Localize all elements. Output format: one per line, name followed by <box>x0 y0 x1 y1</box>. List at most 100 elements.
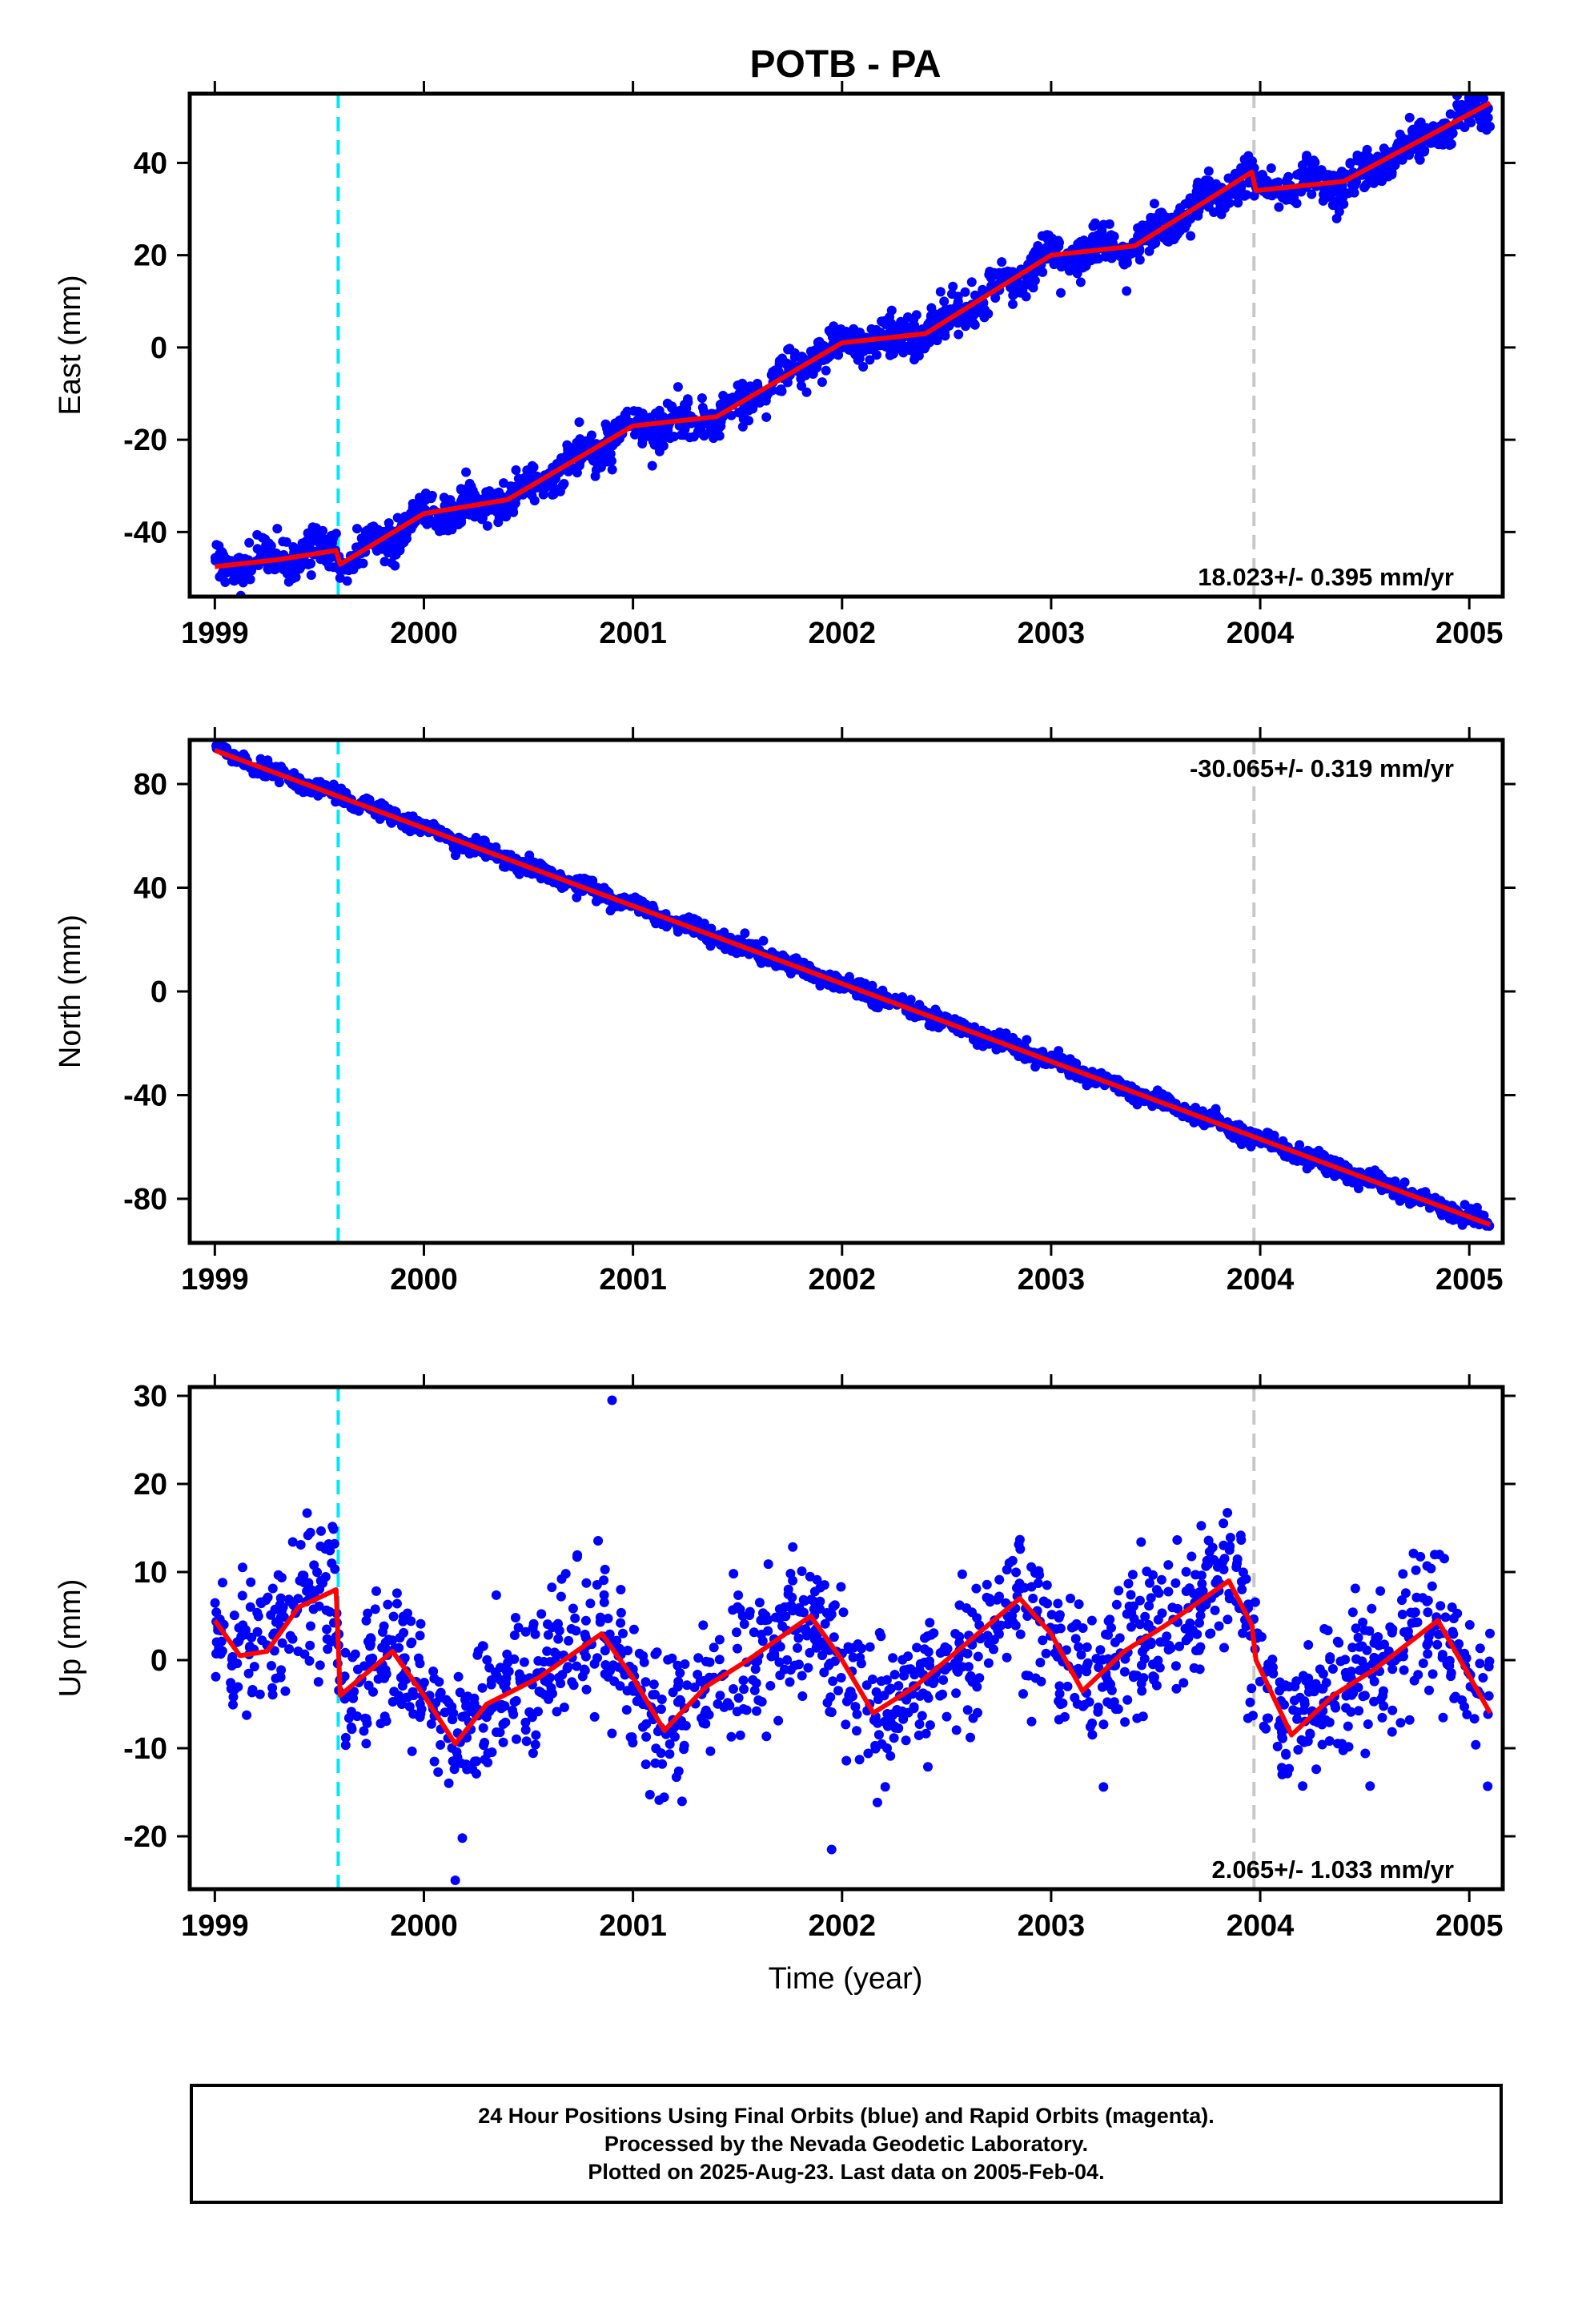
data-point <box>630 892 640 903</box>
data-point <box>1128 1096 1138 1106</box>
data-point <box>1426 136 1435 147</box>
data-point <box>305 1640 315 1651</box>
data-point <box>709 1642 719 1653</box>
data-point <box>1049 259 1059 270</box>
data-point <box>1440 1612 1451 1622</box>
data-point <box>249 1662 259 1672</box>
data-point <box>1186 1551 1197 1562</box>
data-point <box>711 419 721 429</box>
data-point <box>1399 1177 1410 1188</box>
data-point <box>1292 170 1302 180</box>
data-point <box>741 1705 752 1715</box>
data-point <box>511 481 521 492</box>
panels: 1999 2000 2001 2002 2003 2004 2005-40-2002040E… <box>54 81 1516 1943</box>
data-point <box>404 1702 415 1712</box>
data-point <box>763 1559 773 1570</box>
data-point <box>754 398 765 408</box>
data-point <box>973 1651 983 1662</box>
data-point <box>1191 1103 1201 1112</box>
data-point <box>1191 187 1202 197</box>
data-point <box>1387 170 1397 179</box>
data-point <box>1397 1595 1407 1606</box>
data-point <box>272 524 283 534</box>
data-point <box>330 782 340 792</box>
data-point <box>1091 239 1102 250</box>
data-point <box>511 465 521 475</box>
data-point <box>1353 1632 1363 1642</box>
data-point <box>1086 1615 1097 1626</box>
data-point <box>776 384 786 394</box>
data-point <box>819 1667 829 1678</box>
data-point <box>383 518 394 529</box>
data-point <box>361 1615 371 1626</box>
final-points <box>210 1395 1495 1885</box>
y-axis-label: North (mm) <box>54 915 87 1068</box>
data-point <box>1170 1661 1181 1671</box>
data-point <box>402 533 412 544</box>
data-point <box>647 460 657 471</box>
data-point <box>936 328 946 339</box>
data-point <box>1277 1763 1287 1773</box>
data-point <box>218 549 228 559</box>
data-point <box>817 377 827 388</box>
y-tick-label: -40 <box>123 1079 167 1112</box>
y-axis-label: East (mm) <box>54 275 87 415</box>
data-point <box>735 1730 745 1740</box>
data-point <box>1030 1062 1041 1072</box>
data-point <box>951 1688 962 1699</box>
data-point <box>1359 1625 1370 1635</box>
panel-up: 1999 2000 2001 2002 2003 2004 2005-20-10010203… <box>54 1374 1516 1943</box>
data-point <box>279 565 289 575</box>
model-line <box>214 100 1492 569</box>
data-point <box>1345 158 1355 168</box>
data-point <box>974 1673 985 1683</box>
chart-title: POTB - PA <box>749 43 941 86</box>
data-point <box>1404 112 1415 123</box>
data-point <box>641 1719 652 1729</box>
data-point <box>1249 191 1259 201</box>
data-point <box>1122 286 1132 296</box>
data-point <box>798 1594 809 1605</box>
data-point <box>637 439 648 448</box>
panel-frame <box>187 91 1505 599</box>
data-point <box>352 524 362 534</box>
data-point <box>512 1734 521 1744</box>
data-point <box>277 1638 287 1648</box>
data-point <box>796 373 806 384</box>
x-tick-label: 2002 <box>809 1263 877 1297</box>
data-point <box>494 487 504 497</box>
data-point <box>1053 1598 1063 1609</box>
data-point <box>1010 288 1020 299</box>
data-point <box>973 1707 982 1718</box>
data-point <box>726 410 737 420</box>
data-point <box>1277 1769 1287 1779</box>
data-point <box>306 570 316 581</box>
data-point <box>1203 166 1214 176</box>
data-point <box>705 1746 716 1756</box>
data-point <box>1410 1607 1420 1618</box>
data-point <box>1002 1565 1012 1575</box>
data-point <box>970 290 980 300</box>
data-point <box>291 572 301 582</box>
data-point <box>1038 267 1048 277</box>
data-point <box>390 561 400 571</box>
data-point <box>547 1582 557 1593</box>
x-tick-label: 2002 <box>809 617 877 650</box>
data-point <box>528 1622 538 1633</box>
x-tick-label: 2000 <box>390 617 458 650</box>
data-point <box>1289 192 1299 203</box>
data-point <box>522 867 532 878</box>
data-point <box>1243 151 1254 161</box>
data-point <box>1074 1599 1084 1610</box>
data-point <box>653 408 664 417</box>
data-point <box>556 1591 566 1602</box>
data-point <box>893 1681 904 1691</box>
data-point <box>478 1723 488 1733</box>
x-tick-label: 1999 <box>181 1263 249 1297</box>
data-point <box>927 1021 938 1031</box>
data-point <box>923 1762 933 1772</box>
x-tick-label: 2001 <box>599 617 667 650</box>
data-point <box>1361 155 1371 166</box>
data-point <box>929 315 939 325</box>
data-point <box>1062 255 1073 265</box>
